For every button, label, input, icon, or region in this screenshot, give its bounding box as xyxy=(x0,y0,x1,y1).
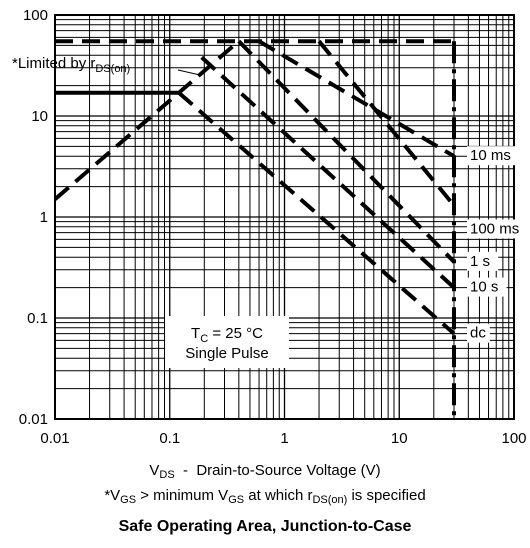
series-line xyxy=(177,91,456,336)
series-line xyxy=(317,39,456,207)
series-label-background xyxy=(467,219,524,239)
y-tick-label: 0.1 xyxy=(27,310,48,327)
series-label: 100 ms xyxy=(470,220,519,237)
y-tick-label: 0.01 xyxy=(19,411,48,428)
series-label: 10 s xyxy=(470,279,498,296)
series-labels: 10 ms 100 ms 1 s 10 s dc xyxy=(467,146,524,343)
series-label-background xyxy=(467,277,507,297)
series-label-background xyxy=(467,251,499,271)
footnote: *VGS > minimum VGS at which rDS(on) is s… xyxy=(104,487,426,506)
x-axis-label: VDS - Drain-to-Source Voltage (V) xyxy=(149,462,381,481)
rdson-limit-line xyxy=(53,39,241,201)
x-tick-label: 1 xyxy=(280,430,288,447)
series-lines xyxy=(177,39,456,336)
chart-title: Safe Operating Area, Junction-to-Case xyxy=(118,518,412,535)
x-tick-label: 100 xyxy=(501,430,526,447)
y-tick-label: 100 xyxy=(23,7,48,24)
x-tick-label: 0.1 xyxy=(159,430,180,447)
tick-labels: 0.01 0.1 1 10 100 0.01 0.1 1 10 100 xyxy=(19,7,527,447)
x-tick-label: 10 xyxy=(391,430,408,447)
plot-frame xyxy=(54,14,515,420)
series-label-background xyxy=(467,146,515,166)
series-label: dc xyxy=(470,325,486,342)
condition-line-1: TC = 25 °C xyxy=(191,325,263,345)
series-label: 10 ms xyxy=(470,147,511,164)
limit-lines xyxy=(53,39,456,419)
y-tick-label: 10 xyxy=(31,108,48,125)
limit-annotation: *Limited by rDS(on) xyxy=(12,55,130,75)
condition-box xyxy=(165,316,289,368)
y-tick-label: 1 xyxy=(40,209,48,226)
series-label-background xyxy=(467,323,490,343)
x-tick-label: 0.01 xyxy=(40,430,69,447)
condition-line-2: Single Pulse xyxy=(185,345,268,362)
series-label: 1 s xyxy=(470,253,490,270)
series-line xyxy=(200,55,456,290)
limit-annotation-leader xyxy=(177,69,201,76)
series-line xyxy=(237,39,456,264)
series-line xyxy=(257,39,456,158)
